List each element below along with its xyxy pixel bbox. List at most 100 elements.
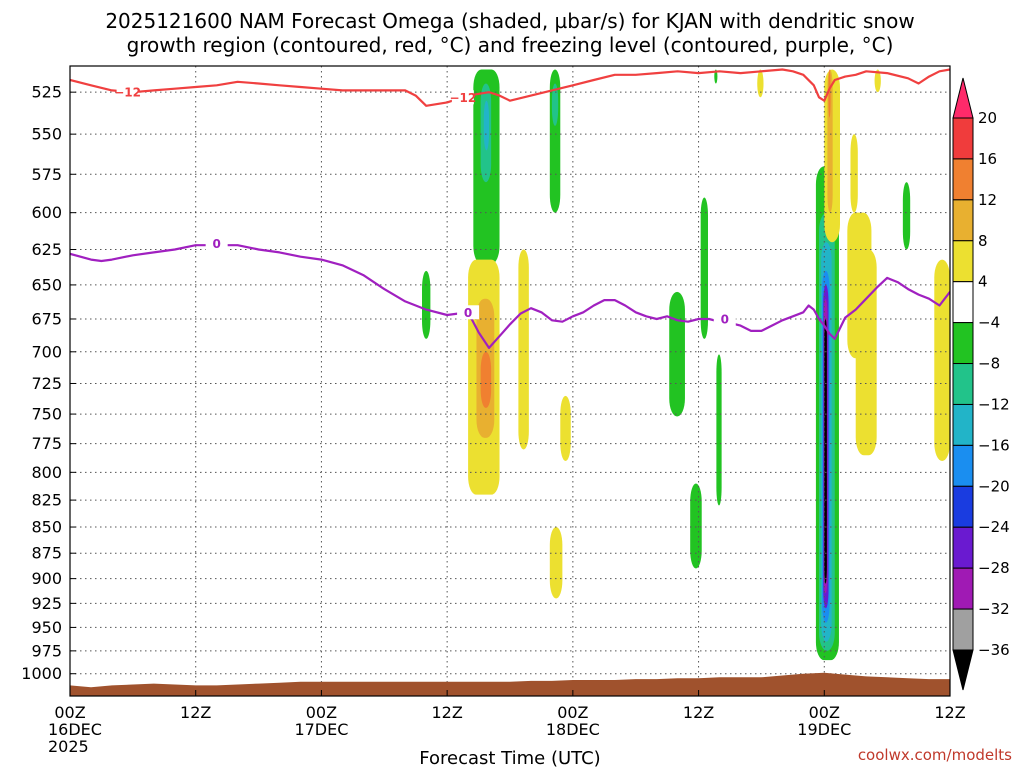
y-tick-label-575: 575: [31, 165, 62, 184]
x-tick-label-36-0: 12Z: [431, 703, 462, 722]
colorbar-swatch-9: [952, 485, 974, 528]
x-tick-label-24-0: 00Z: [306, 703, 337, 722]
y-tick-label-775: 775: [31, 434, 62, 453]
x-tick-label-84-0: 12Z: [934, 703, 965, 722]
dgz-contour-line: [70, 68, 950, 107]
plot-area: −12 −12 0 0 0: [70, 66, 950, 696]
omega-cell-13: [690, 483, 702, 569]
y-tick-label-725: 725: [31, 374, 62, 393]
colorbar-label-11: −28: [978, 559, 1010, 577]
x-axis-label: Forecast Time (UTC): [419, 748, 600, 768]
omega-cell-3: [483, 100, 490, 151]
terrain-fill: [70, 672, 950, 696]
omega-cell-16: [714, 69, 718, 84]
title-line-2: growth region (contoured, red, °C) and f…: [127, 33, 894, 57]
omega-cell-33: [874, 69, 881, 93]
y-tick-label-650: 650: [31, 275, 62, 294]
y-tick-label-950: 950: [31, 618, 62, 637]
freezing-contour-label-0: 0: [212, 237, 220, 251]
y-tick-label-900: 900: [31, 569, 62, 588]
colorbar-label-7: −12: [978, 395, 1010, 413]
colorbar-swatch-2: [952, 199, 974, 242]
colorbar-label-3: 8: [978, 232, 988, 250]
colorbar-label-0: 20: [978, 109, 997, 127]
colorbar-label-8: −16: [978, 436, 1010, 454]
omega-cell-27: [850, 134, 858, 213]
colorbar-cap-bottom: [952, 649, 974, 691]
colorbar-swatch-11: [952, 567, 974, 610]
y-tick-label-925: 925: [31, 594, 62, 613]
colorbar-label-5: −4: [978, 314, 1000, 332]
freezing-contour-label-2: 0: [721, 312, 729, 326]
grid-lines: [70, 66, 950, 696]
y-tick-label-825: 825: [31, 491, 62, 510]
x-tick-label-0-0: 00Z: [54, 703, 85, 722]
dgz-contour-label-0: −12: [114, 86, 141, 100]
x-tick-label-48-0: 00Z: [557, 703, 588, 722]
credit-text: coolwx.com/modelts: [858, 746, 1012, 764]
x-tick-label-72-0: 00Z: [809, 703, 840, 722]
y-tick-label-750: 750: [31, 405, 62, 424]
y-tick-label-975: 975: [31, 641, 62, 660]
colorbar-cap-top: [952, 77, 974, 119]
omega-cell-30: [902, 182, 911, 250]
colorbar-swatch-7: [952, 403, 974, 446]
omega-cell-9: [518, 249, 529, 450]
omega-cell-32: [757, 69, 764, 98]
y-tick-label-600: 600: [31, 203, 62, 222]
omega-cell-29: [855, 249, 877, 456]
colorbar-label-12: −32: [978, 600, 1010, 618]
colorbar: 20 16 12 8 4 −4 −8 −12 −16 −20 −24 −28 −32 −36: [952, 77, 1010, 691]
omega-cell-31: [934, 259, 950, 461]
y-tick-label-1000: 1000: [21, 664, 62, 683]
y-axis: 525 550 575 600 625 650 675 700 725 750 775 800 825 8…: [21, 83, 76, 683]
colorbar-label-9: −20: [978, 477, 1010, 495]
y-tick-label-700: 700: [31, 342, 62, 361]
freezing-contour-label-bg-0: [205, 236, 228, 251]
colorbar-label-1: 16: [978, 150, 997, 168]
x-tick-label-48-1: 18DEC: [546, 720, 600, 739]
x-tick-label-12-0: 12Z: [180, 703, 211, 722]
y-tick-label-800: 800: [31, 463, 62, 482]
colorbar-label-13: −36: [978, 641, 1010, 659]
title-line-1: 2025121600 NAM Forecast Omega (shaded, µ…: [105, 9, 914, 33]
dgz-contour-label-bg-1: [451, 90, 474, 105]
x-tick-label-72-1: 19DEC: [797, 720, 851, 739]
colorbar-swatch-12: [952, 608, 974, 651]
dgz-contour-label-1: −12: [449, 91, 476, 105]
x-tick-label-0-2: 2025: [48, 737, 89, 756]
colorbar-swatch-8: [952, 444, 974, 487]
plot-frame: [69, 65, 951, 697]
omega-cell-23: [824, 318, 827, 584]
y-tick-label-675: 675: [31, 309, 62, 328]
freezing-contour-label-bg-2: [713, 311, 736, 326]
chart-title: 2025121600 NAM Forecast Omega (shaded, µ…: [105, 9, 914, 57]
x-tick-label-60-0: 12Z: [683, 703, 714, 722]
freezing-contour-line: [70, 244, 950, 349]
y-tick-label-850: 850: [31, 518, 62, 537]
y-tick-label-525: 525: [31, 83, 62, 102]
omega-cell-12: [669, 291, 685, 417]
omega-cell-10: [560, 395, 571, 461]
dgz-contour-label-bg-0: [116, 85, 139, 100]
x-tick-label-24-1: 17DEC: [294, 720, 348, 739]
omega-cell-15: [716, 354, 722, 506]
contours: −12 −12 0 0 0: [70, 68, 950, 349]
freezing-contour-label-1: 0: [464, 306, 472, 320]
colorbar-label-10: −24: [978, 518, 1010, 536]
x-tick-label-0-1: 16DEC: [48, 720, 102, 739]
omega-cell-8: [480, 351, 492, 409]
colorbar-swatch-6: [952, 363, 974, 405]
y-tick-label-550: 550: [31, 125, 62, 144]
colorbar-swatch-4: [952, 281, 974, 324]
colorbar-swatch-1: [952, 158, 974, 201]
freezing-contour-label-bg-1: [457, 305, 480, 320]
terrain: [70, 672, 950, 696]
omega-cell-26: [828, 69, 831, 118]
y-tick-label-875: 875: [31, 544, 62, 563]
omega-cell-11: [549, 527, 563, 599]
omega-cell-14: [700, 197, 708, 339]
colorbar-label-6: −8: [978, 355, 1000, 373]
